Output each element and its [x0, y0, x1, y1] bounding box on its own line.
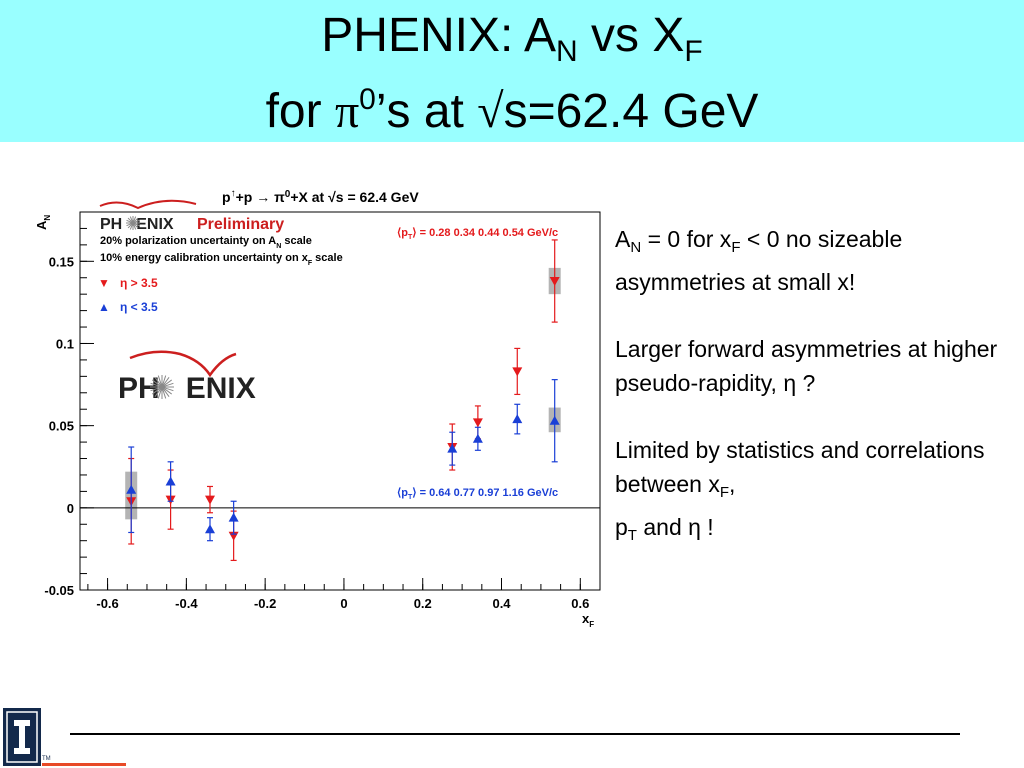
title-text: vs X: [577, 9, 685, 62]
x-tick-label: 0: [340, 596, 347, 611]
data-point-blue: [447, 443, 458, 453]
title-text: ’s at: [375, 85, 478, 138]
preliminary-label: Preliminary: [197, 216, 284, 233]
y-tick-label: 0: [67, 501, 74, 516]
an-vs-xf-chart: -0.6 -0.4 -0.2 0 0.2 0.4 0.6-0.0500.050.10.15 …: [34, 188, 601, 629]
illinois-logo-icon: [3, 708, 41, 766]
phenix-star-icon: [126, 216, 140, 230]
y-tick-label: 0.05: [49, 419, 74, 434]
bullet-2: Larger forward asymmetries at higher pse…: [615, 336, 998, 396]
data-point-blue: [205, 524, 215, 534]
title-subscript: F: [684, 35, 703, 68]
footer-rule: [70, 733, 960, 735]
data-point-blue: [228, 512, 239, 522]
y-tick-label: 0.15: [49, 254, 74, 269]
title-subscript: N: [556, 35, 578, 68]
title-pi-symbol: π: [334, 85, 360, 138]
phenix-arc-big: [129, 350, 237, 378]
star-ray: [126, 219, 140, 227]
x-tick-label: 0.2: [414, 596, 432, 611]
data-point-blue: [549, 415, 560, 425]
bullet-text: AN = 0 for xF < 0 no sizeable asymmetrie…: [615, 222, 1015, 586]
bullet-3: Limited by statistics and correlations b…: [615, 437, 985, 544]
bullet-1: AN = 0 for xF < 0 no sizeable asymmetrie…: [615, 226, 903, 295]
title-text: PHENIX: A: [321, 9, 557, 62]
phenix-big-logo: PH ENIX: [118, 372, 256, 405]
x-tick-label: -0.2: [254, 596, 276, 611]
data-point-red: [472, 418, 483, 428]
plot-header: p↑+p → π0+X at √s = 62.4 GeV: [222, 188, 419, 205]
title-sqrt-symbol: √: [477, 85, 504, 138]
data-points: [126, 239, 560, 562]
y-tick-label: -0.05: [44, 583, 74, 598]
legend-red-label: η > 3.5: [120, 276, 158, 290]
pt-red-label: ⟨pT⟩ = 0.28 0.34 0.44 0.54 GeV/c: [397, 227, 558, 241]
title-text: for: [265, 85, 335, 138]
x-tick-label: 0.6: [571, 596, 589, 611]
phenix-arc-small: [99, 199, 197, 210]
title-superscript: 0: [359, 83, 376, 116]
data-point-blue: [165, 476, 176, 486]
legend-blue-label: η < 3.5: [120, 300, 158, 314]
x-axis-label: xF: [582, 611, 594, 629]
slide-title-line2: for π0’s at √s=62.4 GeV: [0, 72, 1024, 140]
x-tick-label: -0.4: [175, 596, 198, 611]
pt-blue-label: ⟨pT⟩ = 0.64 0.77 0.97 1.16 GeV/c: [397, 487, 558, 501]
data-point-blue: [126, 484, 137, 494]
note-polarization: 20% polarization uncertainty on AN scale: [100, 235, 312, 250]
axes: -0.6 -0.4 -0.2 0 0.2 0.4 0.6 -0.05 0 0.05 0.1 0.15: [44, 227, 601, 611]
phenix-big-star-icon: [150, 375, 174, 399]
title-band: [0, 0, 1024, 142]
data-point-blue: [472, 433, 483, 443]
note-energy: 10% energy calibration uncertainty on xF…: [100, 252, 343, 267]
data-point-red: [205, 495, 215, 505]
data-point-red: [549, 277, 560, 287]
y-tick-label: 0.1: [56, 336, 74, 351]
legend-red-marker: ▼: [98, 276, 110, 290]
x-tick-label: 0.4: [492, 596, 511, 611]
plot-frame: [79, 211, 601, 591]
y-axis-label: AN: [34, 215, 52, 230]
title-text: s=62.4 GeV: [503, 85, 759, 138]
data-point-red: [512, 367, 523, 377]
logo-orange-bar: [42, 763, 126, 766]
logo-trademark: TM: [42, 756, 51, 762]
legend-blue-marker: ▲: [98, 300, 110, 314]
data-point-blue: [512, 414, 523, 424]
x-tick-label: -0.6: [96, 596, 118, 611]
slide-title-line1: PHENIX: AN vs XF: [0, 8, 1024, 80]
star-ray: [150, 382, 174, 392]
phenix-label: PH ENIX: [100, 216, 174, 233]
